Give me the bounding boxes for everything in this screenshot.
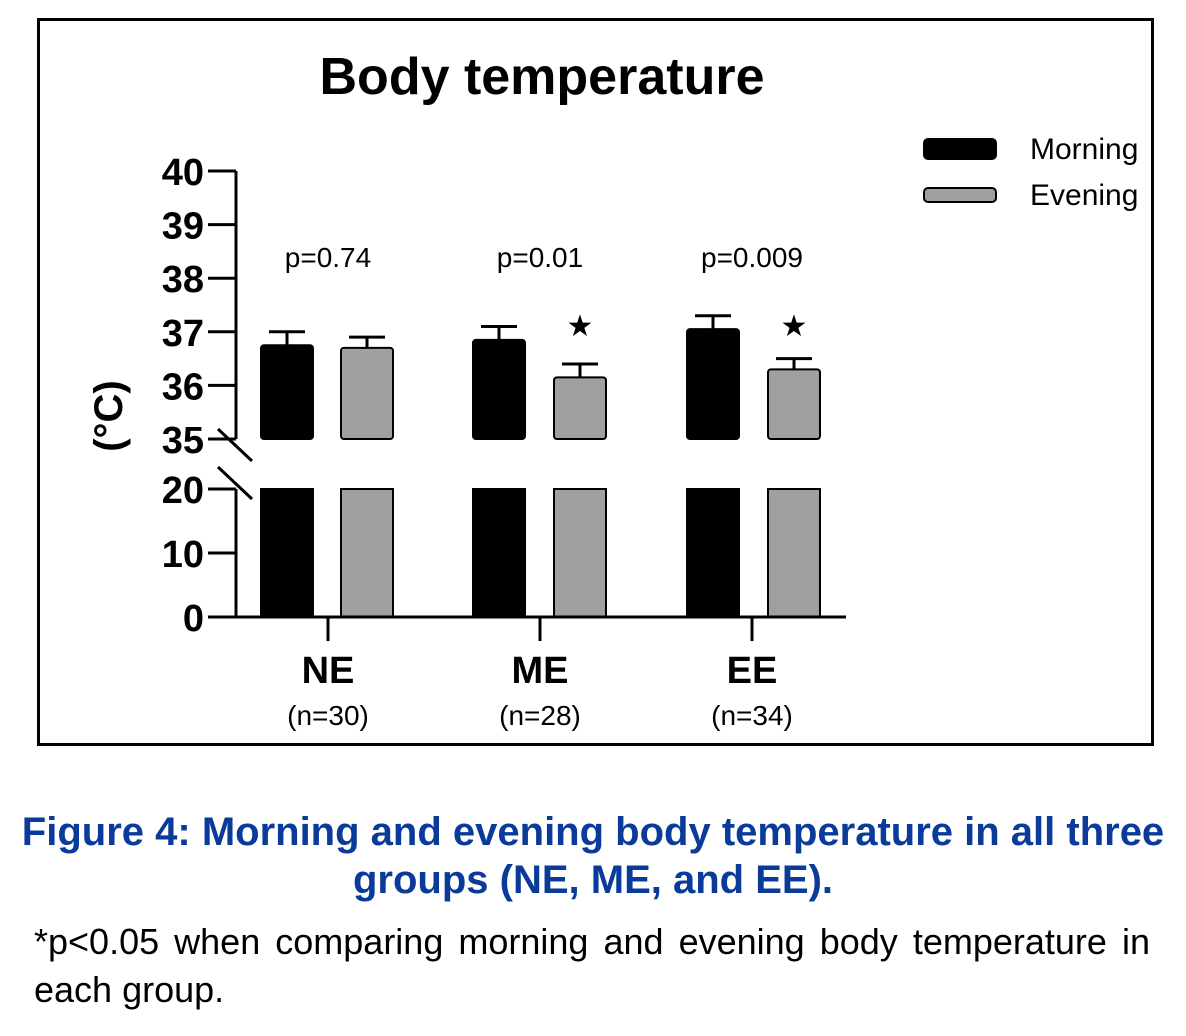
x-tick-label-me: ME [512, 650, 569, 692]
y-tick-label-10: 10 [162, 534, 204, 576]
figure-caption: Figure 4: Morning and evening body tempe… [21, 810, 1165, 902]
figure-note: *p<0.05 when comparing morning and eveni… [34, 921, 1150, 1010]
bar-morning-ne [260, 344, 314, 441]
y-tick-label-0: 0 [183, 598, 204, 640]
x-tick-label-ee: EE [727, 650, 778, 692]
chart-frame: Body temperature 0 10 20 35 36 37 38 39 40 NE (n=3… [37, 18, 1154, 746]
bar-morning-me-lower [472, 488, 526, 618]
bar-morning-ee [686, 328, 740, 440]
y-tick-label-36: 36 [162, 366, 204, 408]
bar-morning-me [472, 338, 526, 440]
y-tick-label-38: 38 [162, 259, 204, 301]
bar-evening-me-lower [553, 488, 607, 618]
legend-swatch-morning [923, 138, 997, 160]
p-value-ne: p=0.74 [285, 242, 371, 273]
y-tick-label-35: 35 [162, 420, 204, 462]
legend-swatch-evening [923, 187, 997, 203]
x-n-label-ee: (n=34) [711, 700, 793, 731]
y-tick-label-37: 37 [162, 313, 204, 355]
legend-label-evening: Evening [1030, 179, 1138, 212]
y-tick-label-40: 40 [162, 152, 204, 194]
x-n-label-me: (n=28) [499, 700, 581, 731]
legend: Morning Evening [923, 133, 1138, 212]
axis-break-upper [216, 427, 254, 463]
axis-break-lower [216, 465, 254, 501]
plot-area: 0 10 20 35 36 37 38 39 40 NE (n=30) p=0.74 ME (n=28) p… [162, 152, 846, 731]
x-n-label-ne: (n=30) [287, 700, 369, 731]
bar-evening-ne [340, 346, 394, 441]
legend-label-morning: Morning [1030, 133, 1138, 166]
bar-morning-ee-lower [686, 488, 740, 618]
p-value-ee: p=0.009 [701, 242, 803, 273]
significance-star-ee: ★ [781, 309, 808, 344]
p-value-me: p=0.01 [497, 242, 583, 273]
bar-morning-ne-lower [260, 488, 314, 618]
bar-evening-ee-lower [767, 488, 821, 618]
bar-evening-me [553, 376, 607, 440]
chart-svg: Body temperature 0 10 20 35 36 37 38 39 40 NE (n=3… [87, 48, 1138, 731]
significance-star-me: ★ [567, 309, 594, 344]
bar-evening-ne-lower [340, 488, 394, 618]
chart-title: Body temperature [320, 48, 765, 106]
y-tick-label-39: 39 [162, 206, 204, 248]
y-axis-label: (°C) [87, 380, 131, 452]
bar-evening-ee [767, 368, 821, 441]
x-tick-label-ne: NE [302, 650, 355, 692]
y-tick-label-20: 20 [162, 470, 204, 512]
